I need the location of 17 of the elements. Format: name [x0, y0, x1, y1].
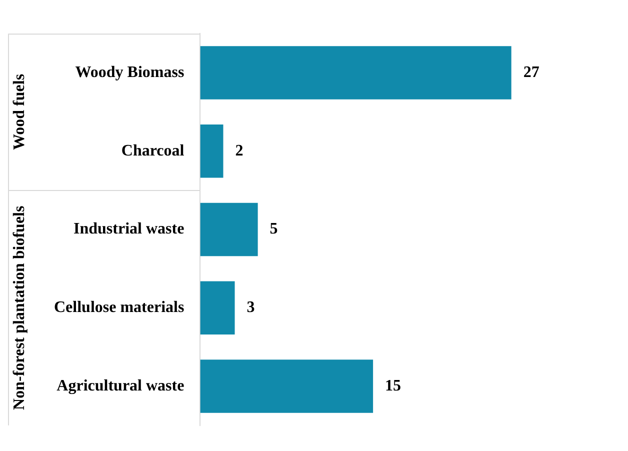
bar: [200, 202, 258, 256]
text: Non-forest plantation biofuels: [11, 206, 28, 410]
y-tick-label: Cellulose materials: [54, 299, 184, 316]
y-tick-label: Industrial waste: [74, 220, 184, 238]
bar: [200, 124, 224, 178]
y-tick-label: Charcoal: [121, 142, 185, 160]
bar: [200, 360, 374, 413]
y-tick-label: Woody Biomass: [75, 64, 184, 81]
data-label: 3: [246, 299, 255, 316]
y-tick-label: Agricultural waste: [56, 377, 184, 394]
text: Wood fuels: [11, 74, 28, 150]
data-label: 27: [523, 64, 540, 81]
data-label: 15: [385, 377, 402, 394]
bar: [200, 281, 235, 335]
bar: [200, 46, 512, 100]
data-label: 2: [235, 142, 244, 160]
data-label: 5: [270, 220, 278, 238]
